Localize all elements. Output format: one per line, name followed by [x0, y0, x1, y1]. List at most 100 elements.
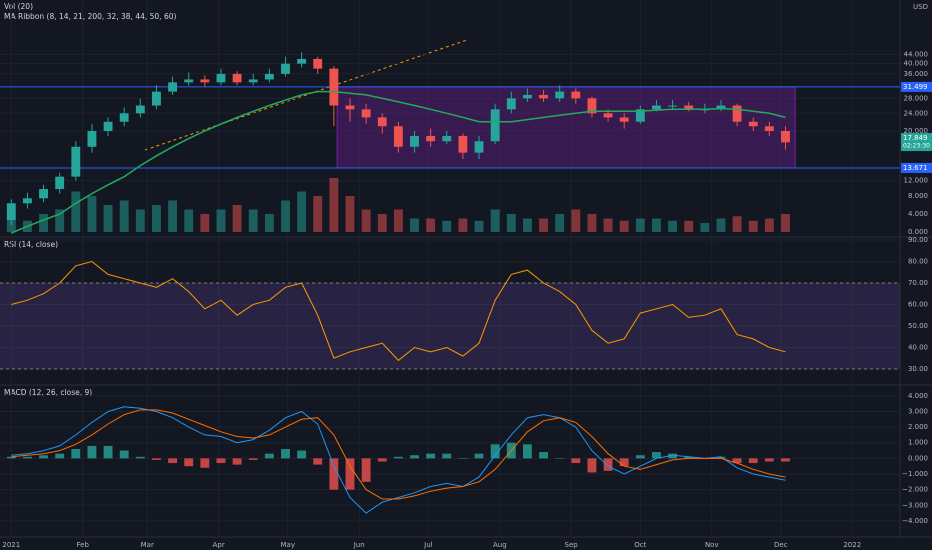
y-tick-label: 24.000 [904, 109, 929, 117]
candle-body [264, 73, 274, 80]
histogram-bar [6, 456, 16, 459]
histogram-bar [410, 455, 419, 459]
volume-bar [103, 205, 113, 232]
candle-body [764, 126, 774, 132]
histogram-bar [329, 458, 339, 490]
y-tick-label: 50.00 [908, 322, 928, 330]
volume-bar [619, 220, 629, 232]
candle-body [22, 198, 32, 204]
candle-body [571, 91, 581, 99]
histogram-bar [458, 458, 468, 459]
histogram-bar [587, 458, 597, 473]
y-tick-label: 70.00 [908, 279, 928, 287]
volume-bar [264, 214, 274, 232]
volume-bar [490, 209, 500, 232]
candle-body [619, 117, 629, 122]
volume-bar [506, 214, 516, 232]
candle-body [732, 105, 742, 122]
last-price-label: 17.849 [903, 134, 928, 142]
histogram-bar [22, 456, 32, 459]
x-tick-label: Mar [141, 541, 154, 549]
currency: USD [913, 3, 928, 11]
volume-bar [458, 218, 468, 232]
candle-body [119, 113, 129, 122]
candle-body [716, 105, 726, 110]
candle-body [603, 113, 613, 118]
histogram-bar [748, 458, 758, 464]
histogram-bar [103, 445, 113, 459]
y-tick-label: −1.000 [902, 470, 928, 478]
histogram-bar [313, 458, 323, 465]
volume-bar [71, 191, 81, 232]
x-tick-label: Jun [353, 541, 365, 549]
histogram-bar [216, 458, 226, 464]
histogram-bar [442, 453, 452, 459]
histogram-bar [119, 450, 129, 459]
candle-body [200, 79, 210, 83]
volume-tick-label: 4.000 [908, 210, 928, 218]
volume-bar [781, 214, 790, 232]
y-tick-label: 36.000 [904, 70, 929, 78]
histogram-bar [200, 458, 210, 468]
y-tick-label: 44.000 [904, 50, 929, 58]
legend-macd: MACD (12, 26, close, 9) [4, 388, 92, 397]
y-tick-label: 30.00 [908, 365, 928, 373]
volume-bar [700, 223, 710, 232]
histogram-bar [684, 456, 694, 459]
volume-bar [393, 209, 403, 232]
candle-body [232, 73, 242, 83]
volume-tick-label: 0.000 [908, 228, 928, 236]
volume-bar [313, 196, 323, 232]
volume-bar [764, 218, 774, 232]
candle-body [781, 131, 790, 143]
volume-bar [135, 209, 145, 232]
histogram-bar [71, 448, 81, 459]
histogram-bar [39, 455, 48, 459]
histogram-bar [426, 453, 436, 459]
volume-bar [716, 218, 726, 232]
histogram-bar [232, 458, 242, 465]
candle-body [71, 146, 81, 177]
candle-body [393, 126, 403, 147]
volume-bar [281, 200, 290, 232]
signal-line [11, 409, 786, 500]
candle-body [152, 91, 161, 106]
volume-bar [216, 209, 226, 232]
y-tick-label: 12.000 [904, 177, 929, 185]
volume-bar [684, 220, 694, 232]
level-label-bg [901, 81, 932, 92]
histogram-bar [619, 458, 629, 467]
histogram-bar [264, 453, 274, 459]
volume-bar [410, 218, 419, 232]
volume-bar [361, 209, 371, 232]
y-tick-label: 40.000 [904, 60, 929, 68]
candle-body [281, 63, 290, 74]
histogram-bar [393, 456, 403, 459]
y-tick-label: 1.000 [908, 439, 928, 447]
macd-line [11, 406, 786, 514]
volume-bar [248, 209, 258, 232]
rsi-line [11, 260, 786, 362]
moving-average [11, 90, 786, 234]
candle-body [248, 79, 258, 83]
histogram-bar [781, 458, 790, 462]
histogram-bar [184, 458, 194, 467]
volume-bar [571, 209, 581, 232]
candle-body [458, 135, 468, 153]
histogram-bar [522, 444, 532, 459]
volume-bar [297, 191, 307, 232]
candle-body [410, 135, 419, 147]
level-label: 13.671 [903, 164, 928, 172]
candle-body [6, 203, 16, 220]
candle-body [297, 58, 307, 64]
y-tick-label: 3.000 [908, 407, 928, 415]
histogram-bar [555, 458, 565, 459]
volume-bar [55, 209, 65, 232]
histogram-bar [716, 456, 726, 459]
volume-bar [152, 205, 161, 232]
histogram-bar [490, 444, 500, 459]
candle-body [345, 105, 355, 110]
x-tick-label: Dec [774, 541, 788, 549]
